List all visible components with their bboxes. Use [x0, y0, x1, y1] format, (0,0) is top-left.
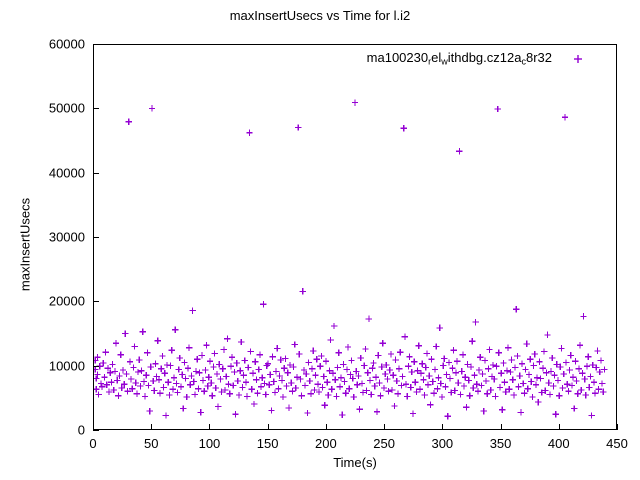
legend: ma100230relwithdbg.cz12ac8r32 — [300, 50, 590, 70]
x-tick-label: 0 — [89, 436, 97, 451]
y-tick-label: 40000 — [48, 165, 85, 181]
y-tick-mark — [93, 430, 99, 431]
x-tick-label: 300 — [431, 436, 454, 451]
x-tick-label: 450 — [606, 436, 628, 451]
x-tick-label: 200 — [315, 436, 337, 451]
x-tick-mark — [326, 424, 327, 430]
x-tick-mark — [501, 424, 502, 430]
y-tick-mark — [93, 108, 99, 109]
x-tick-label: 400 — [547, 436, 570, 451]
x-tick-mark — [93, 424, 94, 430]
x-tick-mark — [442, 424, 443, 430]
y-tick-mark — [93, 301, 99, 302]
x-tick-mark — [268, 424, 269, 430]
x-tick-label: 150 — [256, 436, 279, 451]
y-tick-label: 50000 — [48, 100, 85, 116]
y-tick-mark — [93, 366, 99, 367]
chart-title: maxInsertUsecs vs Time for l.i2 — [229, 8, 411, 23]
y-axis-label: maxInsertUsecs — [17, 197, 33, 292]
scatter-points-layer — [94, 99, 608, 420]
x-tick-label: 250 — [373, 436, 395, 451]
y-tick-label: 20000 — [48, 293, 85, 309]
y-tick-mark — [93, 237, 99, 238]
x-tick-mark — [151, 424, 152, 430]
y-tick-mark — [93, 173, 99, 174]
y-tick-label: 60000 — [48, 36, 85, 52]
x-tick-mark — [617, 424, 618, 430]
x-tick-label: 100 — [198, 436, 221, 451]
y-tick-label: 10000 — [48, 358, 85, 374]
x-tick-label: 350 — [489, 436, 512, 451]
x-tick-mark — [209, 424, 210, 430]
y-tick-label: 0 — [77, 422, 85, 438]
x-axis-label: Time(s) — [333, 455, 377, 470]
y-tick-label: 30000 — [48, 229, 85, 245]
x-tick-mark — [559, 424, 560, 430]
x-tick-mark — [384, 424, 385, 430]
legend-marker-icon — [574, 55, 582, 63]
plot-area — [93, 44, 617, 430]
x-tick-label: 50 — [143, 436, 159, 451]
legend-series-label: ma100230relwithdbg.cz12ac8r32 — [366, 50, 552, 67]
y-tick-mark — [93, 44, 99, 45]
